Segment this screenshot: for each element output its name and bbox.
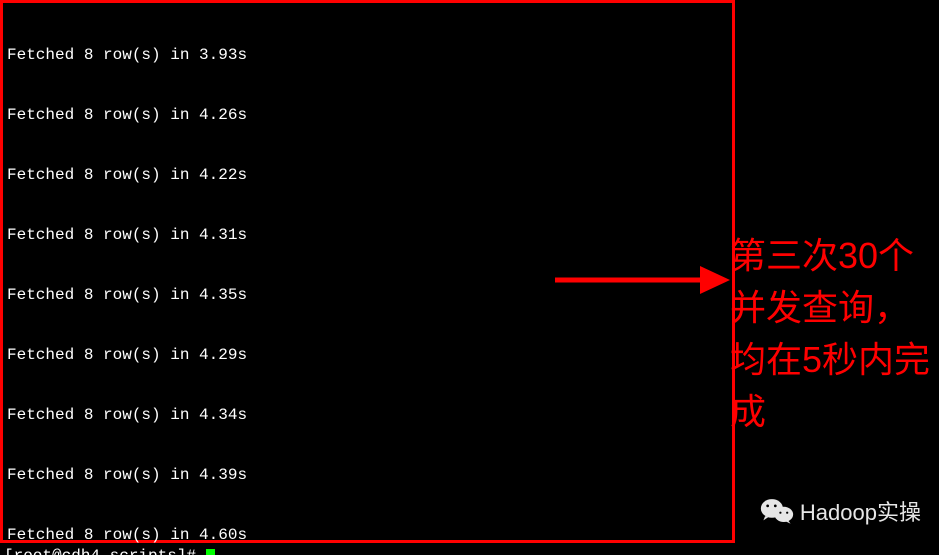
watermark-text: Hadoop实操 [800, 495, 921, 527]
terminal-line: Fetched 8 row(s) in 4.29s [7, 345, 728, 365]
prompt-text: [root@cdh4 scripts]# [4, 547, 206, 555]
annotation-arrow-icon [550, 260, 730, 300]
annotation-text: 第三次30个并发查询，均在5秒内完成 [730, 230, 939, 438]
terminal-line: Fetched 8 row(s) in 4.31s [7, 225, 728, 245]
terminal-line: Fetched 8 row(s) in 4.26s [7, 105, 728, 125]
terminal-line: Fetched 8 row(s) in 4.22s [7, 165, 728, 185]
wechat-icon [760, 497, 794, 525]
terminal-line: Fetched 8 row(s) in 3.93s [7, 45, 728, 65]
terminal-cursor [206, 549, 215, 555]
terminal-line: Fetched 8 row(s) in 4.39s [7, 465, 728, 485]
terminal-line: Fetched 8 row(s) in 4.60s [7, 525, 728, 545]
terminal-prompt[interactable]: [root@cdh4 scripts]# [4, 546, 215, 553]
watermark: Hadoop实操 [760, 495, 921, 527]
terminal-line: Fetched 8 row(s) in 4.34s [7, 405, 728, 425]
